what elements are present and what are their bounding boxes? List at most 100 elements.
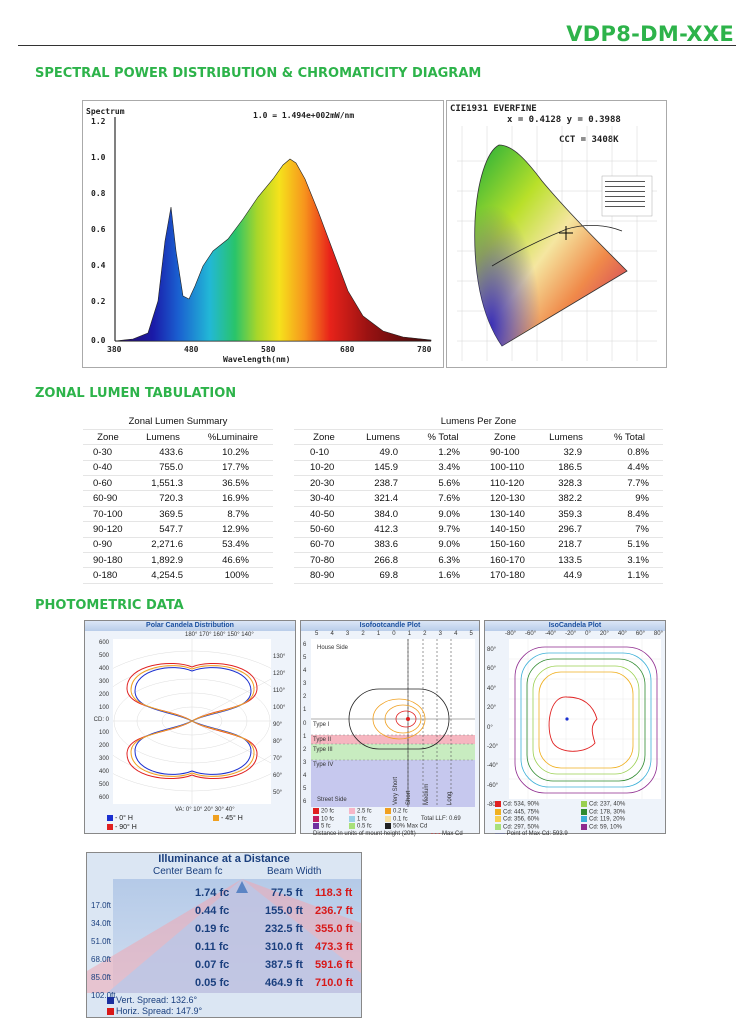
illum-vert-spread: Vert. Spread: 132.6° [107,995,197,1005]
polar-angle: 130° [273,654,286,660]
table-cell: 1.1% [596,567,663,584]
table-cell: 3.1% [596,552,663,569]
table-cell: 1,551.3 [133,475,193,492]
iso-type-1: Type I [313,722,330,728]
table-cell: 170-180 [474,567,536,584]
table-cell: 383.6 [354,537,412,554]
iso-vlabel-long: Long [447,791,453,805]
table-row: 60-90 720.3 16.9% [83,490,273,507]
polar-angle: 110° [273,688,285,694]
table-cell: 359.3 [536,506,596,523]
isocandela-title: IsoCandela Plot [485,621,665,631]
illum-vert-width: 310.0 ft [265,941,303,953]
table-cell: 9.0% [412,537,474,554]
polar-legend-0h: - 0° H [107,815,133,822]
illum-horiz-width: 710.0 ft [315,977,353,989]
spectrum-plot [114,117,432,342]
spectrum-scale: 1.0 = 1.494e+002mW/nm [253,111,355,120]
illum-fc: 0.11 fc [195,941,229,953]
iso-house-side: House Side [317,645,349,651]
table-row: 70-80 266.8 6.3% 160-170 133.5 3.1% [294,552,663,569]
illum-fc: 0.07 fc [195,959,230,971]
table-cell: 145.9 [354,460,412,477]
illum-distance: 102.0ft [91,991,116,1000]
iso-type-2: Type II [313,737,332,743]
polar-tick: 600 [98,640,109,646]
polar-angle: 80° [273,739,283,745]
table-cell: 5.1% [596,537,663,554]
col-header: Lumens [536,429,596,446]
table-row: 0-30 433.6 10.2% [83,444,273,461]
col-header: Zone [83,429,133,446]
table-cell: 755.0 [133,460,193,477]
zonal-summary-caption: Zonal Lumen Summary [83,414,273,430]
table-cell: 0-10 [294,444,354,461]
col-header: % Total [596,429,663,446]
table-cell: 0.8% [596,444,663,461]
table-cell: 0-180 [83,567,133,584]
table-cell: 90-100 [474,444,536,461]
illum-distance: 51.0ft [91,937,112,946]
zonal-summary-table: Zonal Lumen Summary Zone Lumens %Luminai… [83,414,273,584]
spectrum-xlabel: Wavelength(nm) [223,355,291,364]
table-cell: 60-70 [294,537,354,554]
table-row: 50-60 412.3 9.7% 140-150 296.7 7% [294,521,663,538]
table-row: 80-90 69.8 1.6% 170-180 44.9 1.1% [294,567,663,584]
table-cell: 60-90 [83,490,133,507]
col-header: Lumens [354,429,412,446]
table-cell: 160-170 [474,552,536,569]
table-cell: 49.0 [354,444,412,461]
col-header: Zone [474,429,536,446]
table-cell: 266.8 [354,552,412,569]
table-row: 0-10 49.0 1.2% 90-100 32.9 0.8% [294,444,663,461]
table-cell: 30-40 [294,490,354,507]
table-cell: 1.2% [412,444,474,461]
table-cell: 369.5 [133,506,193,523]
illum-distance: 85.0ft [91,973,112,982]
illum-vert-width: 77.5 ft [271,887,303,899]
table-cell: 1.6% [412,567,474,584]
cie-title: CIE1931 EVERFINE [450,104,537,114]
table-cell: 46.6% [193,552,273,569]
illum-horiz-width: 118.3 ft [315,887,353,899]
table-cell: 720.3 [133,490,193,507]
polar-plot [113,639,271,804]
table-cell: 238.7 [354,475,412,492]
table-cell: 1,892.9 [133,552,193,569]
section-title-zonal: ZONAL LUMEN TABULATION [35,386,237,401]
illuminance-title: Illuminance at a Distance [158,853,290,865]
table-cell: 296.7 [536,521,596,538]
model-number: VDP8-DM-XXE [566,22,734,46]
table-cell: 0-30 [83,444,133,461]
table-cell: 433.6 [133,444,193,461]
illum-fc: 0.05 fc [195,977,230,989]
table-row: 90-180 1,892.9 46.6% [83,552,273,569]
table-row: 20-30 238.7 5.6% 110-120 328.3 7.7% [294,475,663,492]
table-cell: 150-160 [474,537,536,554]
iso-street-side: Street Side [317,797,347,803]
polar-tick: 500 [98,781,109,788]
polar-tick: CD: 0 [93,717,109,724]
spectrum-xtick: 680 [340,345,355,354]
polar-bottom-angles: VA: 0° 10° 20° 30° 40° [175,807,235,813]
table-cell: 9.7% [412,521,474,538]
table-cell: 10-20 [294,460,354,477]
polar-tick: 500 [98,652,109,659]
iso-plot [311,639,475,807]
illum-fc: 0.44 fc [195,905,230,917]
polar-tick: 600 [98,794,109,801]
isocandela-panel: IsoCandela Plot -80° -60° -40° -20° 0° 20° 40°… [484,620,666,837]
illum-distance: 34.0ft [91,919,112,928]
chromaticity-panel: CIE1931 EVERFINE x = 0.4128 y = 0.3988 C… [446,100,667,368]
polar-tick: 300 [98,756,109,763]
section-title-photometric: PHOTOMETRIC DATA [35,598,184,613]
illuminance-col-width: Beam Width [267,866,322,877]
table-cell: 12.9% [193,521,273,538]
illum-fc: 0.19 fc [195,923,230,935]
illum-distance: 68.0ft [91,955,112,964]
spectrum-xtick: 480 [184,345,199,354]
illuminance-panel: Illuminance at a Distance Center Beam fc… [86,852,362,1018]
spectrum-ytick: 1.2 [91,117,106,126]
isofootcandle-title: Isofootcandle Plot [301,621,479,631]
